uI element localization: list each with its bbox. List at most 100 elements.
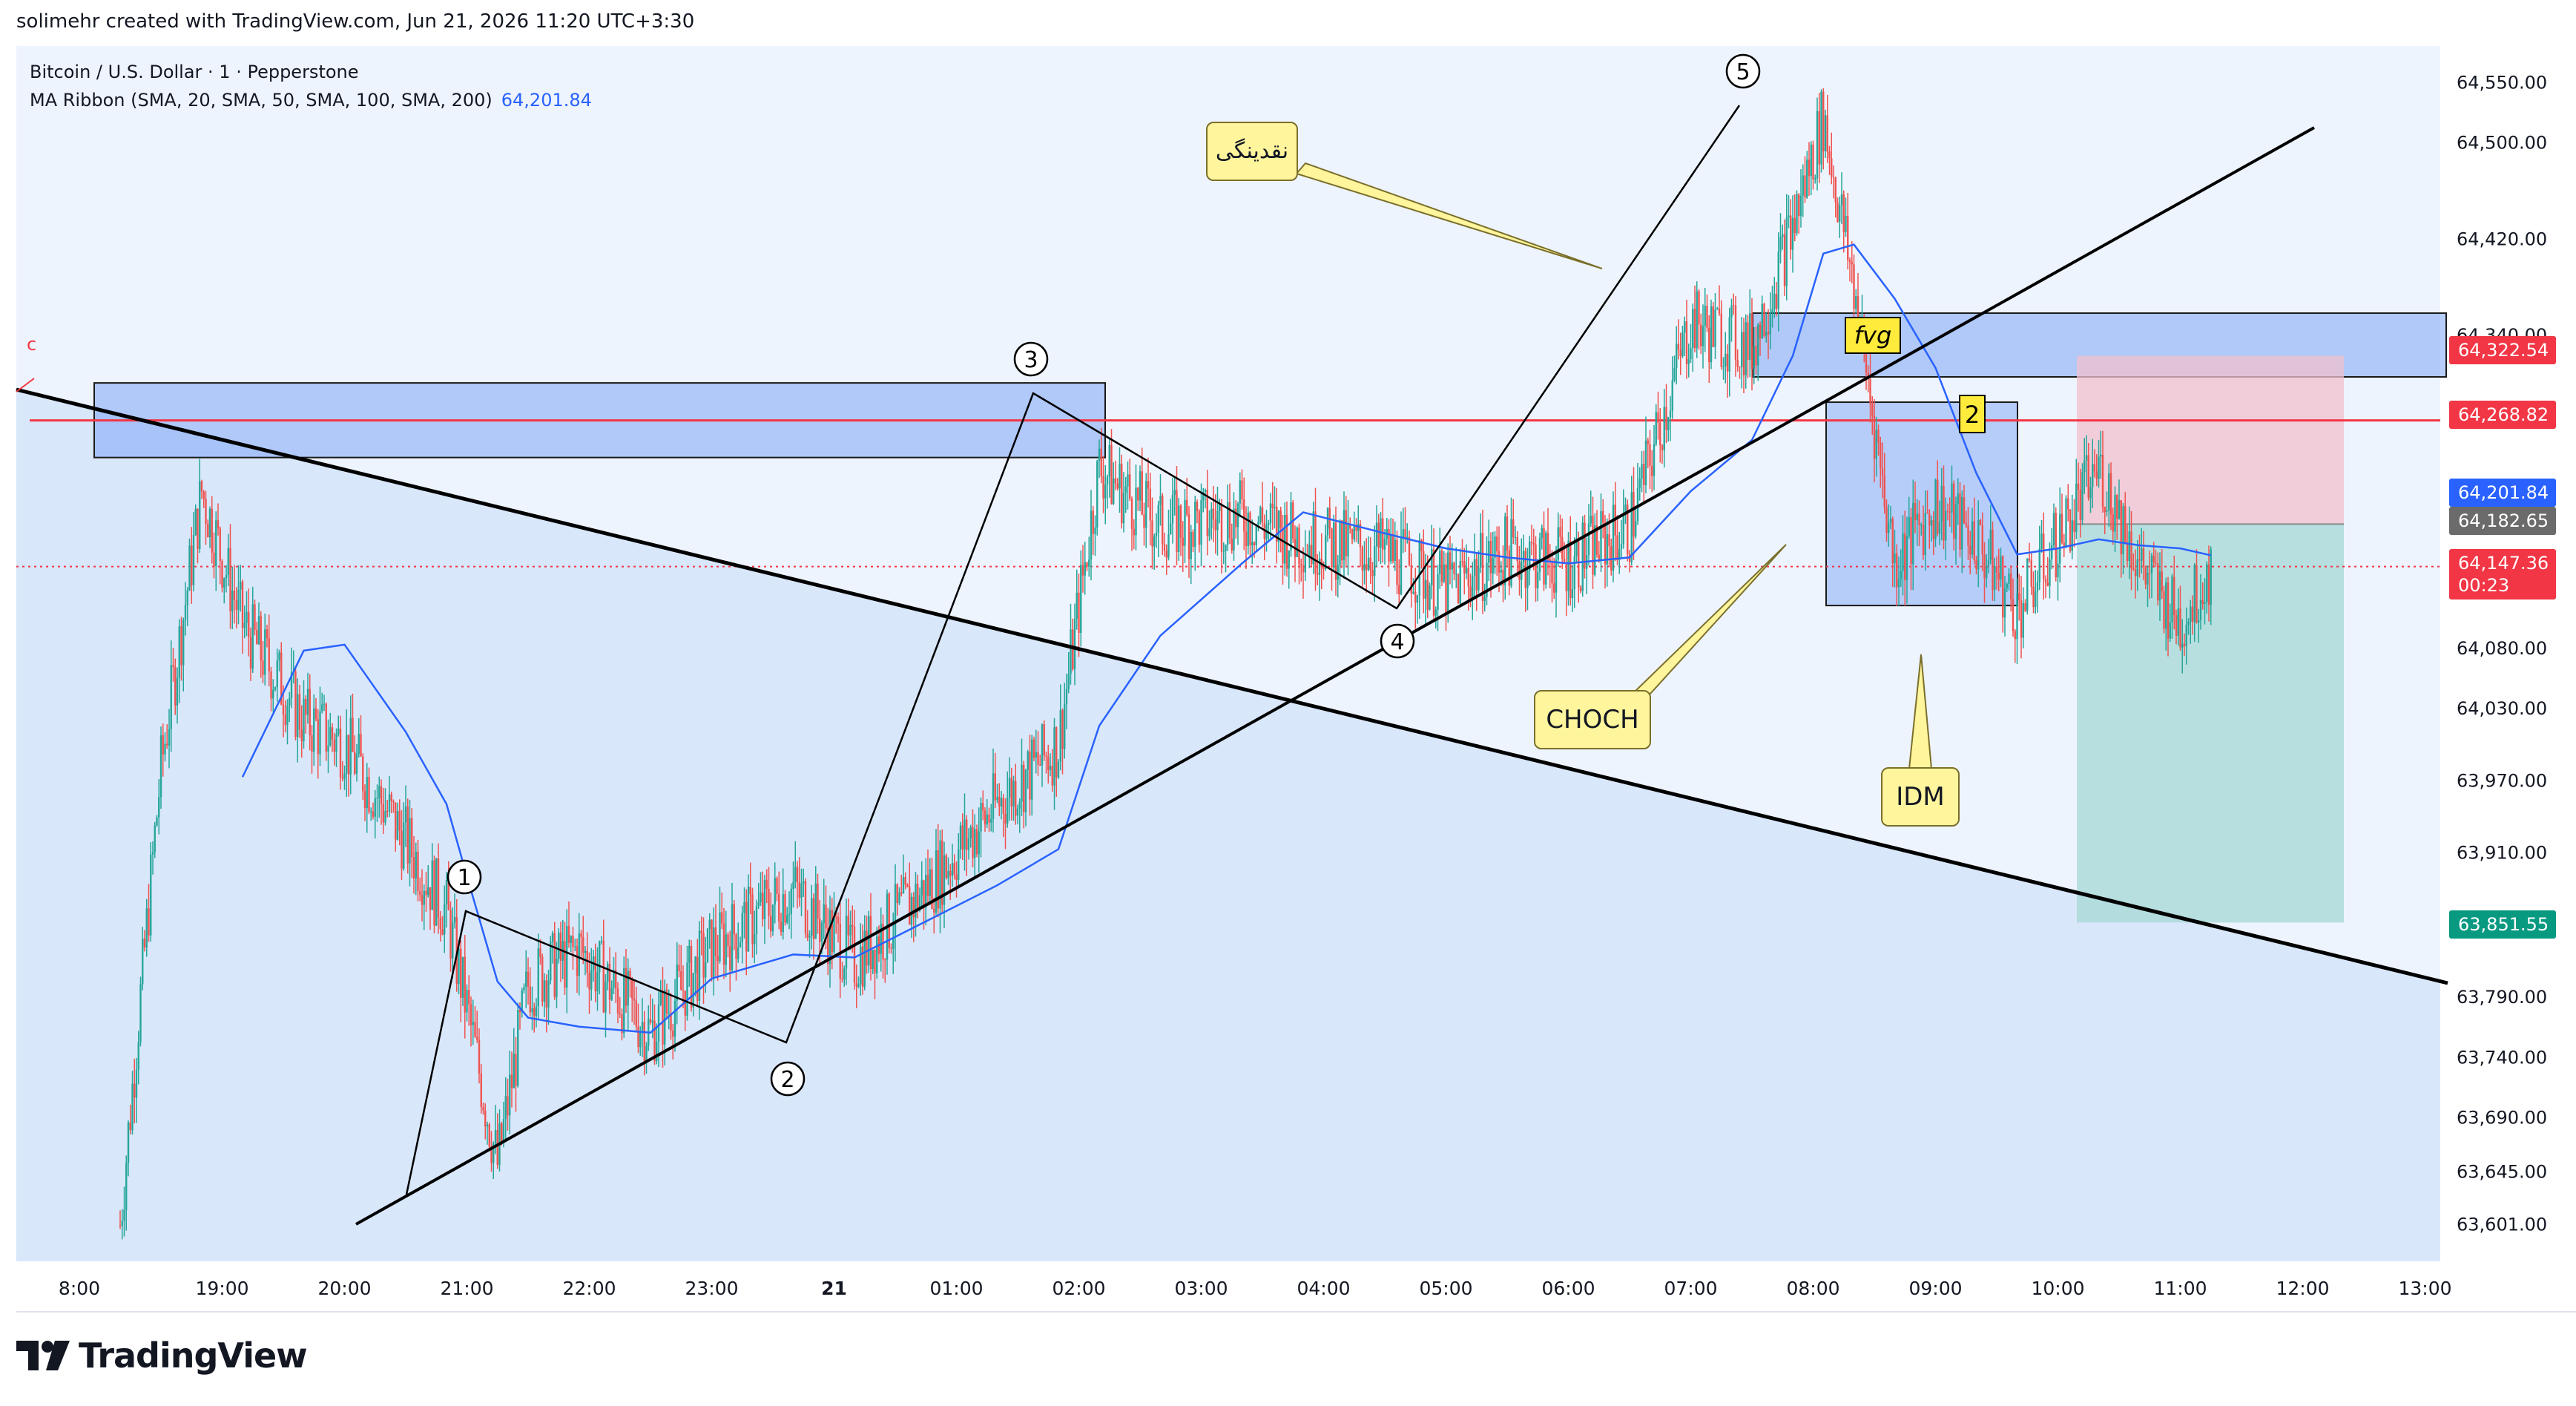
candle-body <box>1114 478 1117 484</box>
candle-body <box>180 626 182 666</box>
candle-body <box>355 753 358 774</box>
candle-body <box>817 883 819 919</box>
candle-body <box>1179 505 1182 538</box>
candle-body <box>2098 456 2100 479</box>
candle-body <box>1791 217 1794 250</box>
candle-body <box>1059 710 1061 762</box>
candle-body <box>199 481 201 550</box>
candle-body <box>156 817 158 826</box>
candle-body <box>605 982 607 1013</box>
wave-label-circle <box>770 1061 806 1097</box>
stop-loss-zone[interactable] <box>2077 355 2344 525</box>
candle-body <box>1690 348 1692 360</box>
candle-body <box>2152 555 2155 562</box>
candle-body <box>1366 564 1368 571</box>
elliott-wave-path[interactable] <box>405 105 1741 1195</box>
candle-body <box>2100 454 2102 457</box>
ma-ribbon-line[interactable] <box>241 243 2212 1034</box>
candle-body <box>1920 525 1923 526</box>
candle-body <box>1021 764 1023 802</box>
candle-body <box>331 727 334 740</box>
candle-body <box>1822 91 1825 151</box>
candle-body <box>1598 554 1600 560</box>
candle-body <box>778 893 780 922</box>
candle-body <box>415 851 417 878</box>
falling-trendline[interactable] <box>16 387 2448 985</box>
candle-body <box>978 831 980 855</box>
choch-callout[interactable]: CHOCH <box>1534 690 1651 749</box>
candle-body <box>1086 562 1088 567</box>
candle-body <box>374 798 376 817</box>
tradingview-logo[interactable]: TradingView <box>16 1336 308 1376</box>
candle-body <box>1170 523 1172 535</box>
candle-body <box>1090 510 1093 560</box>
symbol-title[interactable]: Bitcoin / U.S. Dollar · 1 · Pepperstone <box>30 62 359 82</box>
candle-body <box>613 970 615 988</box>
candle-body <box>733 904 735 935</box>
candle-body <box>1677 344 1680 350</box>
candle-body <box>874 950 876 973</box>
candle-body <box>894 884 897 938</box>
candle-body <box>926 875 929 896</box>
candle-body <box>461 956 464 998</box>
entry-price-tag: 64,182.65 <box>2449 507 2556 535</box>
candle-body <box>1445 564 1447 614</box>
candle-body <box>1783 234 1786 286</box>
candle-body <box>639 1031 642 1048</box>
candle-body <box>2079 489 2081 520</box>
candle-body <box>803 881 805 884</box>
last-price-value: 64,147.36 <box>2458 553 2549 574</box>
candle-body <box>2046 582 2049 586</box>
idm-box[interactable] <box>1825 401 2018 607</box>
x-tick-label: 22:00 <box>562 1278 616 1299</box>
candle-body <box>219 528 221 562</box>
candle-body <box>1070 629 1072 674</box>
candle-body <box>1277 510 1280 542</box>
candle-body <box>615 970 617 989</box>
candle-body <box>1871 403 1874 416</box>
candle-body <box>860 946 862 985</box>
candle-body <box>717 956 719 962</box>
candle-body <box>1245 531 1248 547</box>
candle-body <box>1440 551 1443 582</box>
candle-body <box>510 1074 513 1088</box>
candle-body <box>1437 574 1439 610</box>
candle-body <box>1733 305 1735 306</box>
candle-body <box>1341 520 1343 561</box>
candle-body <box>1345 510 1347 556</box>
candle-body <box>1349 524 1351 529</box>
candle-body <box>673 1000 676 1037</box>
candle-body <box>2169 622 2171 639</box>
candle-body <box>2059 513 2061 564</box>
indicator-legend[interactable]: MA Ribbon (SMA, 20, SMA, 50, SMA, 100, S… <box>30 86 592 114</box>
candle-body <box>1261 507 1264 523</box>
candle-body <box>904 877 906 885</box>
rising-trendline[interactable] <box>355 126 2315 1226</box>
idm-callout[interactable]: IDM <box>1881 767 1960 827</box>
candle-body <box>2191 606 2194 622</box>
candle-body <box>1108 444 1110 477</box>
candle-body <box>743 901 745 913</box>
candle-body <box>1946 510 1949 512</box>
candle-body <box>933 909 935 913</box>
x-tick-label: 06:00 <box>1541 1278 1595 1299</box>
candle-body <box>2022 602 2024 638</box>
candle-body <box>745 901 748 952</box>
liquidity-callout[interactable]: نقدینگی <box>1206 122 1298 181</box>
candle-body <box>1285 514 1288 569</box>
candle-body <box>1665 407 1667 430</box>
candle-body <box>2069 509 2072 551</box>
candle-body <box>594 956 596 992</box>
candle-body <box>898 892 900 904</box>
candle-body <box>1012 781 1015 807</box>
candle-body <box>1877 430 1880 443</box>
candle-body <box>996 797 998 801</box>
candle-body <box>713 927 715 977</box>
candle-body <box>664 989 666 1045</box>
candle-body <box>847 916 849 936</box>
candle-body <box>127 1122 130 1163</box>
candle-body <box>1975 559 1977 570</box>
candle-body <box>1276 506 1278 542</box>
candle-body <box>1541 528 1543 539</box>
